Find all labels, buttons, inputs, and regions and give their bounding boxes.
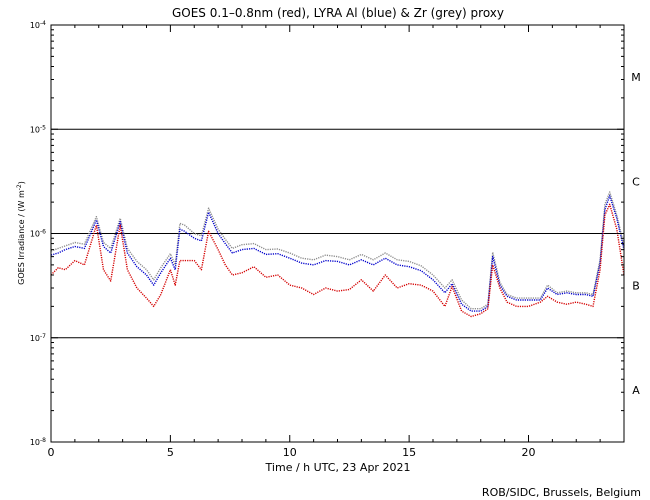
y-tick-exp-4: -4 [40,20,46,27]
y-tick-label-0: 10-8 [30,437,46,447]
y-tick-label-3: 10-5 [30,124,46,134]
y-tick-base-3: 10 [30,125,40,134]
flare-class-label-m: M [631,71,641,84]
series-line-1 [50,195,625,312]
reference-lines [51,128,624,339]
flare-class-label-a: A [632,384,640,397]
y-axis-label-exponent: -2 [16,184,23,190]
x-axis-label: Time / h UTC, 23 Apr 2021 [265,461,411,474]
y-tick-label-1: 10-7 [30,333,46,343]
y-tick-exp-3: -5 [40,124,46,131]
y-axis-label-close: ) [17,181,26,184]
y-tick-base-1: 10 [30,334,40,343]
y-tick-exp-1: -7 [40,333,46,340]
y-tick-exp-2: -6 [40,229,46,236]
flare-class-label-c: C [632,175,640,188]
x-tick-label-1: 5 [167,446,174,459]
y-tick-label-2: 10-6 [30,229,46,239]
flare-class-labels: A B C M [631,71,641,397]
x-tick-label-2: 10 [283,446,297,459]
y-axis-label: GOES Irradiance / (W m-2) [16,181,26,285]
series-line-0 [50,203,625,318]
y-tick-base-4: 10 [30,21,40,30]
x-tick-label-4: 20 [522,446,536,459]
series-line-2 [50,191,625,310]
credit-text: ROB/SIDC, Brussels, Belgium [482,486,641,499]
y-tick-base-2: 10 [30,230,40,239]
y-tick-exp-0: -8 [40,437,46,444]
y-tick-label-4: 10-4 [30,20,46,30]
x-tick-label-3: 15 [402,446,416,459]
y-tick-base-0: 10 [30,438,40,447]
chart-title: GOES 0.1–0.8nm (red), LYRA Al (blue) & Z… [172,6,504,20]
flare-class-label-b: B [632,280,640,293]
x-tick-label-0: 0 [48,446,55,459]
series-layer [50,191,625,318]
y-axis-label-main: GOES Irradiance / (W m [17,190,26,285]
